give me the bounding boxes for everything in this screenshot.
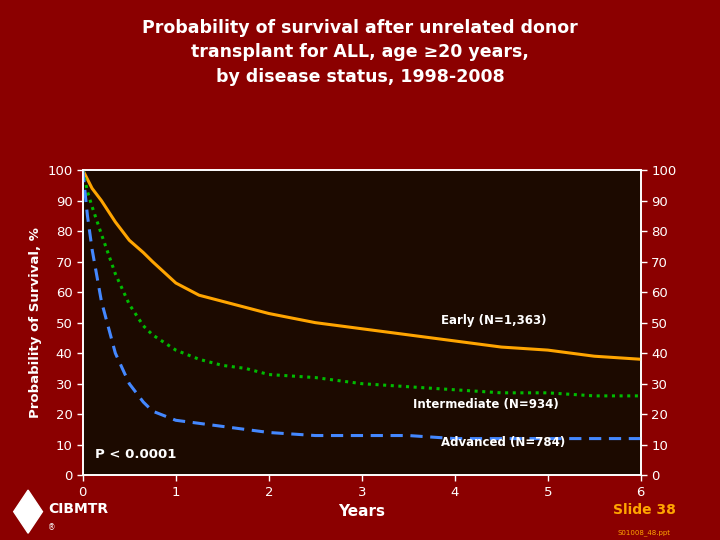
Text: Slide 38: Slide 38	[613, 503, 676, 517]
Text: transplant for ALL, age ≥20 years,: transplant for ALL, age ≥20 years,	[191, 43, 529, 61]
Y-axis label: Probability of Survival, %: Probability of Survival, %	[29, 227, 42, 418]
Text: by disease status, 1998-2008: by disease status, 1998-2008	[215, 68, 505, 85]
Text: ®: ®	[48, 524, 55, 532]
Text: CIBMTR: CIBMTR	[48, 502, 109, 516]
Text: Advanced (N=784): Advanced (N=784)	[441, 436, 565, 449]
Text: P < 0.0001: P < 0.0001	[95, 449, 176, 462]
Text: Probability of survival after unrelated donor: Probability of survival after unrelated …	[142, 19, 578, 37]
Text: Intermediate (N=934): Intermediate (N=934)	[413, 398, 559, 411]
Text: Early (N=1,363): Early (N=1,363)	[441, 314, 546, 327]
Text: S01008_48.ppt: S01008_48.ppt	[618, 530, 671, 536]
Polygon shape	[14, 490, 42, 533]
X-axis label: Years: Years	[338, 504, 385, 519]
